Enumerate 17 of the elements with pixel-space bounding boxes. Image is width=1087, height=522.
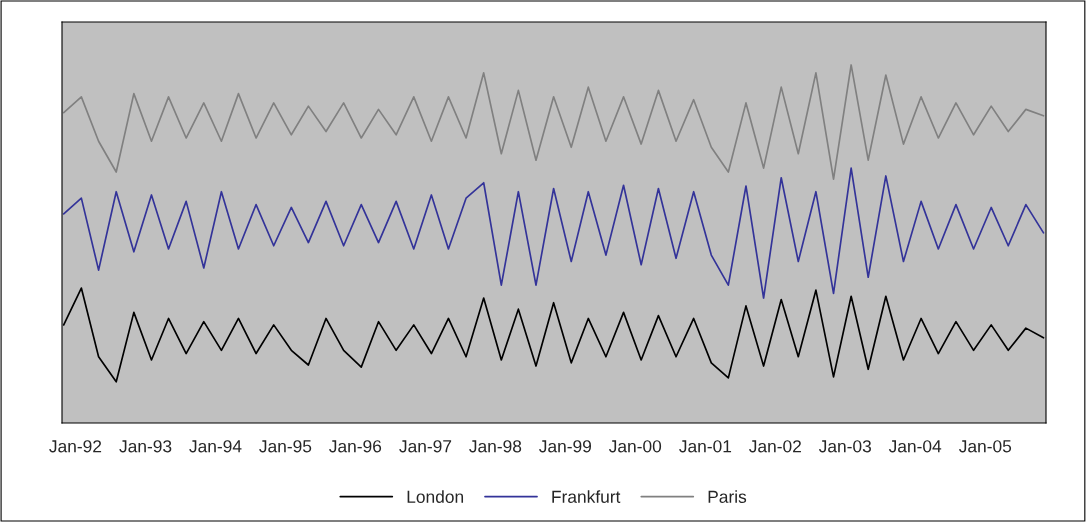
x-tick-label: Jan-92: [49, 440, 102, 453]
x-tick-label: Jan-96: [329, 440, 382, 453]
x-tick-label: Jan-94: [189, 440, 242, 453]
x-tick-label: Jan-93: [119, 440, 172, 453]
x-tick-label: Jan-01: [679, 440, 732, 453]
x-tick-label: Jan-98: [469, 440, 522, 453]
x-tick-label: Jan-00: [608, 440, 662, 453]
legend-label: Paris: [708, 490, 747, 503]
x-tick-label: Jan-04: [888, 440, 942, 453]
x-tick-label: Jan-02: [749, 440, 801, 453]
x-tick-label: Jan-95: [259, 440, 312, 453]
x-tick-label: Jan-97: [399, 440, 452, 453]
legend-label: London: [407, 490, 464, 503]
x-tick-label: Jan-05: [959, 440, 1012, 453]
x-tick-label: Jan-03: [818, 440, 871, 453]
x-tick-label: Jan-99: [539, 440, 592, 453]
legend-label: Frankfurt: [552, 490, 621, 503]
